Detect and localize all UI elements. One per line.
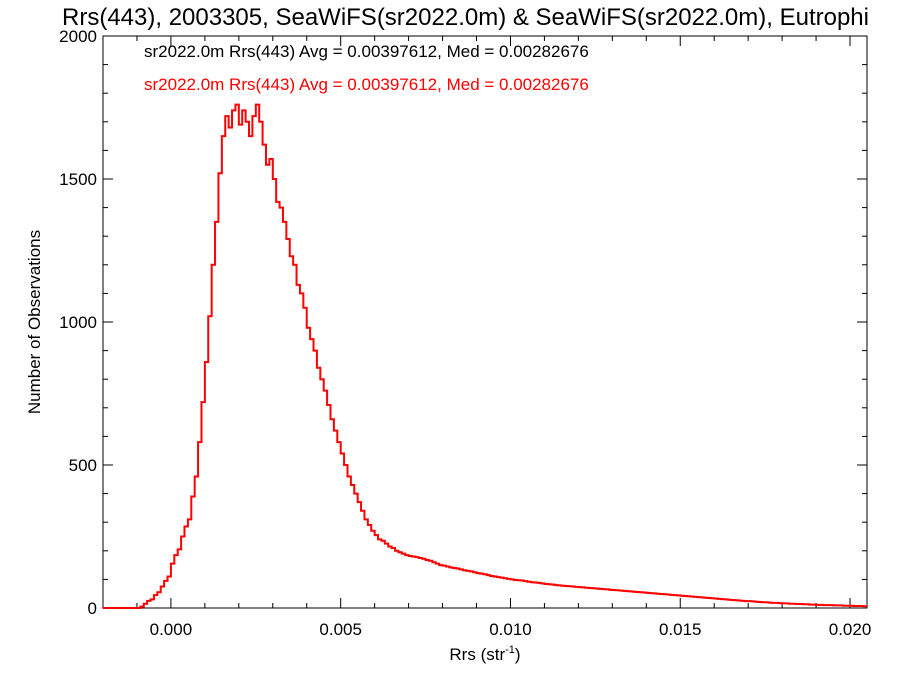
x-tick-label: 0.015 <box>659 620 702 639</box>
y-tick-label: 1000 <box>59 313 97 332</box>
stats-annotation-black: sr2022.0m Rrs(443) Avg = 0.00397612, Med… <box>144 42 589 61</box>
y-tick-label: 2000 <box>59 27 97 46</box>
y-axis-label: Number of Observations <box>25 230 44 414</box>
x-tick-label: 0.005 <box>319 620 362 639</box>
y-axis: 0 500 1000 1500 2000 <box>59 27 867 618</box>
histogram-series-line <box>103 103 867 609</box>
x-axis-label: Rrs (str-1) <box>449 644 520 664</box>
x-tick-label: 0.000 <box>150 620 193 639</box>
series-layer <box>103 103 867 609</box>
chart-title: Rrs(443), 2003305, SeaWiFS(sr2022.0m) & … <box>62 4 869 31</box>
y-tick-label: 500 <box>69 456 97 475</box>
plot-frame <box>102 35 868 609</box>
x-axis: 0.000 0.005 0.010 0.015 0.020 <box>136 36 872 639</box>
y-tick-label: 0 <box>88 599 97 618</box>
x-tick-label: 0.010 <box>489 620 532 639</box>
stats-annotation-red: sr2022.0m Rrs(443) Avg = 0.00397612, Med… <box>144 75 589 94</box>
x-tick-label: 0.020 <box>829 620 872 639</box>
y-tick-label: 1500 <box>59 170 97 189</box>
